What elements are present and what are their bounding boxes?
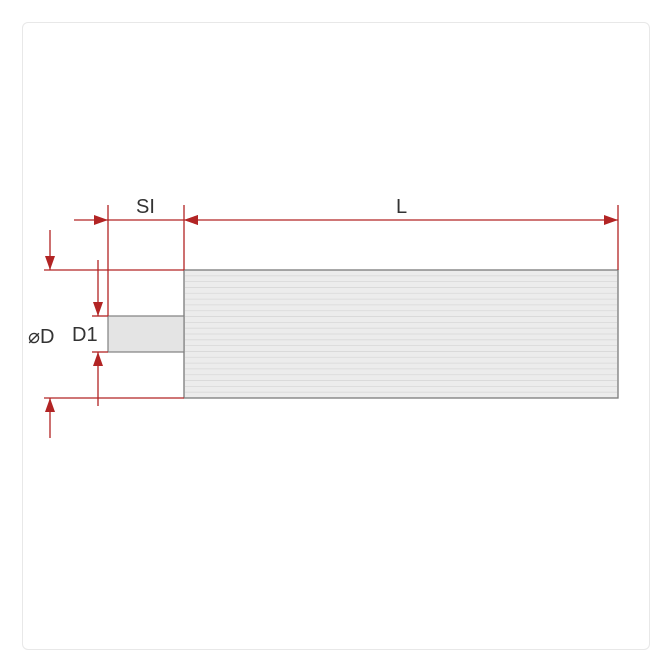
label-D: ⌀D: [28, 324, 54, 349]
label-SI: SI: [136, 196, 155, 219]
label-D1: D1: [72, 324, 98, 347]
label-L: L: [396, 196, 407, 219]
technical-drawing: [0, 0, 670, 670]
